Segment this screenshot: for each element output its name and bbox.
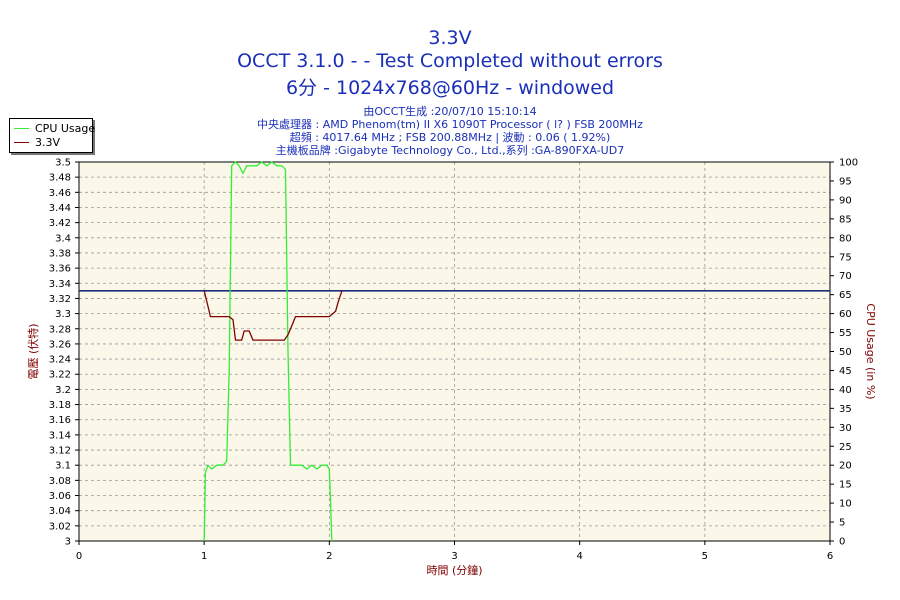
right-axis-tick-label: 15 (839, 480, 852, 491)
right-axis-tick-label: 20 (839, 461, 852, 472)
chart-subtitle: OCCT 3.1.0 - - Test Completed without er… (237, 50, 663, 72)
x-axis-tick-label: 1 (201, 551, 207, 562)
y-axis-label-right: CPU Usage (in %) (864, 303, 877, 399)
right-axis-tick-label: 45 (839, 366, 852, 377)
left-axis-tick-label: 3.02 (49, 521, 71, 532)
left-axis-tick-label: 3.04 (49, 506, 71, 517)
left-axis-tick-label: 3.36 (49, 264, 71, 275)
right-axis-tick-label: 75 (839, 252, 852, 263)
series-line-3-3v (203, 290, 343, 341)
legend-swatch-3v3 (14, 142, 29, 143)
x-axis-tick-label: 6 (827, 551, 833, 562)
right-axis-tick-label: 50 (839, 347, 852, 358)
right-axis-tick-label: 40 (839, 385, 852, 396)
chart-legend: CPU Usage 3.3V (9, 118, 96, 153)
x-axis-label: 時間 (分鐘) (426, 563, 482, 577)
right-axis-tick-label: 55 (839, 328, 852, 339)
left-axis-tick-label: 3.38 (49, 248, 71, 259)
left-axis-tick-label: 3.4 (55, 233, 71, 244)
x-axis-tick-label: 3 (451, 551, 457, 562)
right-axis-tick-label: 10 (839, 499, 852, 510)
series-line-cpu-usage (203, 161, 333, 542)
right-axis-tick-label: 65 (839, 290, 852, 301)
chart-mode-line: 6分 - 1024x768@60Hz - windowed (285, 77, 615, 99)
left-axis-tick-label: 3.2 (55, 385, 71, 396)
left-axis-tick-label: 3.28 (49, 324, 71, 335)
right-axis-tick-label: 35 (839, 404, 852, 415)
left-axis-tick-label: 3.18 (49, 400, 71, 411)
y-axis-label-left: 電壓 (伏特) (26, 323, 40, 379)
left-axis-tick-label: 3.06 (49, 491, 71, 502)
left-axis-tick-label: 3.22 (49, 370, 71, 381)
left-axis-tick-label: 3 (65, 537, 71, 548)
x-axis-tick-label: 0 (76, 551, 82, 562)
right-axis-tick-label: 0 (839, 537, 845, 548)
right-axis-tick-label: 95 (839, 176, 852, 187)
left-axis-tick-label: 3.08 (49, 476, 71, 487)
plot-background (79, 162, 830, 541)
right-axis-tick-label: 25 (839, 442, 852, 453)
right-axis-tick-label: 85 (839, 214, 852, 225)
right-axis-tick-label: 90 (839, 195, 852, 206)
x-axis-tick-label: 2 (326, 551, 332, 562)
x-axis-tick-label: 4 (576, 551, 582, 562)
left-axis-tick-label: 3.26 (49, 339, 71, 350)
right-axis-tick-label: 100 (839, 158, 858, 169)
left-axis-tick-label: 3.46 (49, 188, 71, 199)
legend-swatch-cpu-usage (14, 128, 29, 129)
left-axis-tick-label: 3.42 (49, 218, 71, 229)
right-axis-tick-label: 5 (839, 518, 845, 529)
right-axis-tick-label: 30 (839, 423, 852, 434)
right-axis-tick-label: 60 (839, 309, 852, 320)
left-axis-tick-label: 3.32 (49, 294, 71, 305)
legend-label-3v3: 3.3V (35, 136, 61, 149)
left-axis-tick-label: 3.1 (55, 461, 71, 472)
left-axis-tick-label: 3.48 (49, 173, 71, 184)
legend-label-cpu-usage: CPU Usage (35, 122, 96, 135)
right-axis-tick-label: 70 (839, 271, 852, 282)
frequency-info: 超頻 : 4017.64 MHz ; FSB 200.88MHz | 波動 : … (289, 131, 611, 144)
x-axis-tick-label: 5 (702, 551, 708, 562)
chart-title: 3.3V (428, 27, 472, 49)
motherboard-info: 主機板品牌 :Gigabyte Technology Co., Ltd.,系列 … (275, 144, 625, 157)
left-axis-tick-label: 3.5 (55, 158, 71, 169)
left-axis-tick-label: 3.44 (49, 203, 71, 214)
plot-frame (78, 161, 831, 542)
left-axis-tick-label: 3.24 (49, 355, 71, 366)
left-axis-tick-label: 3.34 (49, 279, 71, 290)
left-axis-tick-label: 3.12 (49, 446, 71, 457)
left-axis-tick-label: 3.16 (49, 415, 71, 426)
generated-info: 由OCCT生成 :20/07/10 15:10:14 (363, 105, 537, 118)
right-axis-tick-label: 80 (839, 233, 852, 244)
left-axis-tick-label: 3.3 (55, 309, 71, 320)
left-axis-tick-label: 3.14 (49, 430, 71, 441)
cpu-info: 中央處理器 : AMD Phenom(tm) II X6 1090T Proce… (257, 118, 643, 131)
